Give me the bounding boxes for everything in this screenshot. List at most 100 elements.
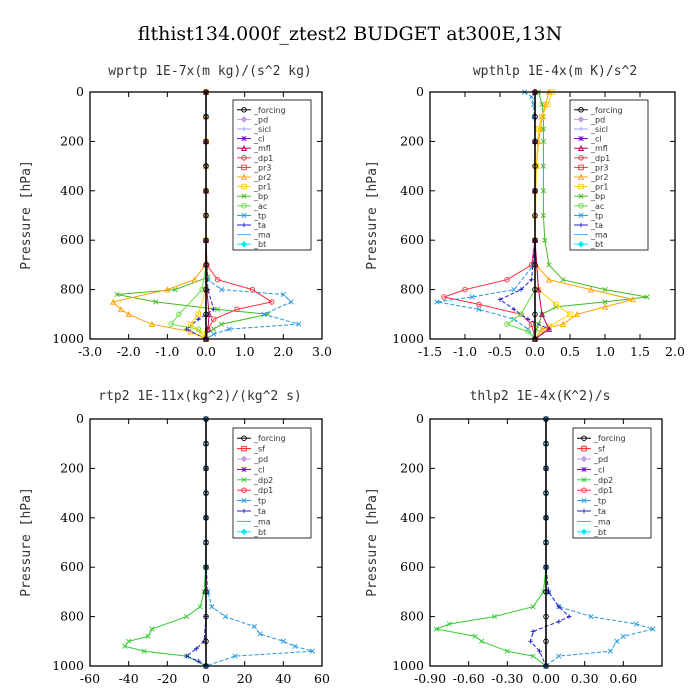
data-point bbox=[540, 212, 547, 219]
legend-entry: _bt bbox=[577, 528, 606, 537]
legend: _forcing _sf_pd_cl _dp2_dp1 _tp_ta_ma _bt bbox=[572, 427, 652, 539]
x-tick-label: 2.0 bbox=[665, 344, 685, 359]
legend-label: _ma bbox=[590, 231, 608, 240]
legend-entry: _forcing bbox=[237, 434, 286, 443]
legend-label: _cl bbox=[593, 465, 605, 474]
data-point bbox=[184, 326, 189, 332]
data-point bbox=[187, 328, 194, 335]
legend-entry: _dp1 bbox=[574, 154, 610, 163]
legend-entry: _ma bbox=[574, 231, 608, 240]
data-point bbox=[518, 287, 524, 292]
data-point bbox=[164, 286, 171, 293]
panel-3: rtp2 1E-11x(kg^2)/(kg^2 s) Pressure [hPa]… bbox=[19, 389, 330, 686]
legend-entry: _ta bbox=[237, 221, 266, 230]
data-point bbox=[525, 328, 531, 335]
legend-entry: _forcing bbox=[574, 106, 623, 115]
data-point bbox=[543, 589, 549, 595]
legend-marker bbox=[241, 497, 247, 504]
data-point bbox=[560, 277, 566, 283]
series-line bbox=[436, 91, 536, 340]
legend-marker bbox=[241, 477, 247, 483]
data-point bbox=[504, 648, 510, 654]
x-tick-label: 60 bbox=[314, 671, 330, 686]
data-point bbox=[203, 539, 209, 546]
series-line bbox=[442, 92, 536, 340]
x-tick-label: 1.0 bbox=[235, 344, 255, 359]
y-tick-label: 1000 bbox=[52, 331, 84, 346]
data-point bbox=[525, 316, 531, 322]
legend-entry: _cl bbox=[574, 135, 602, 144]
x-tick-label: -40 bbox=[119, 671, 139, 686]
data-point bbox=[211, 307, 217, 312]
legend-entry: _ta bbox=[237, 507, 266, 516]
data-point bbox=[203, 638, 209, 645]
panel-title: thlp2 1E-4x(K^2)/s bbox=[470, 389, 611, 404]
data-point bbox=[530, 653, 536, 659]
data-point bbox=[261, 311, 267, 317]
legend-label: _forcing bbox=[593, 434, 626, 443]
data-point bbox=[543, 564, 549, 570]
data-point bbox=[535, 126, 542, 132]
y-axis-label: Pressure [hPa] bbox=[19, 160, 34, 270]
data-point bbox=[280, 291, 286, 298]
data-point bbox=[214, 276, 221, 283]
data-point bbox=[145, 633, 151, 639]
legend-marker bbox=[241, 164, 247, 171]
x-tick-label: 40 bbox=[275, 671, 291, 686]
data-point bbox=[197, 604, 203, 610]
legend-marker bbox=[578, 212, 584, 219]
data-point bbox=[222, 613, 228, 620]
legend-marker bbox=[241, 508, 247, 514]
series-line bbox=[185, 419, 207, 667]
x-tick-label: 0.0 bbox=[196, 344, 216, 359]
data-point bbox=[168, 321, 174, 327]
data-point bbox=[472, 633, 478, 639]
x-tick-label: 0.5 bbox=[560, 344, 580, 359]
x-tick-label: -3.0 bbox=[78, 344, 102, 359]
data-point bbox=[210, 316, 217, 322]
data-point bbox=[211, 331, 217, 337]
legend-label: _tp bbox=[593, 497, 606, 506]
data-point bbox=[234, 306, 240, 313]
legend-label: _bt bbox=[253, 528, 266, 537]
legend-entry: _pr2 bbox=[574, 173, 608, 182]
data-point bbox=[532, 188, 538, 194]
data-point bbox=[556, 604, 562, 610]
legend-entry: _pr3 bbox=[574, 163, 608, 172]
legend-marker bbox=[241, 155, 247, 161]
legend-entry: _dp2 bbox=[237, 476, 273, 485]
panel-1: wprtp 1E-7x(m kg)/(s^2 kg) Pressure [hPa]… bbox=[19, 64, 332, 359]
legend-marker bbox=[241, 212, 247, 219]
data-point bbox=[532, 113, 538, 120]
legend-marker bbox=[581, 445, 587, 452]
legend-label: _cl bbox=[590, 135, 602, 144]
data-point bbox=[532, 311, 538, 318]
legend-label: _dp1 bbox=[590, 154, 610, 163]
legend-entry: _pd bbox=[237, 455, 268, 464]
legend-entry: _tp bbox=[237, 211, 266, 220]
legend-entry: _pd bbox=[574, 115, 605, 124]
legend-label: _tp bbox=[253, 497, 266, 506]
legend-label: _tp bbox=[253, 211, 266, 220]
data-point bbox=[149, 626, 155, 632]
series-line bbox=[545, 419, 655, 667]
legend-label: _bp bbox=[590, 192, 605, 201]
legend-label: _pr2 bbox=[253, 173, 271, 182]
y-tick-label: 0 bbox=[76, 411, 84, 426]
legend-marker bbox=[578, 126, 584, 132]
legend-label: _sf bbox=[593, 445, 605, 454]
legend-entry: _pr1 bbox=[574, 183, 608, 192]
y-axis-label: Pressure [hPa] bbox=[365, 160, 380, 270]
legend-entry: _bp bbox=[574, 192, 605, 201]
y-axis-label: Pressure [hPa] bbox=[365, 487, 380, 597]
legend-entry: _bt bbox=[574, 240, 603, 249]
data-point bbox=[650, 626, 656, 632]
x-tick-label: -1.5 bbox=[418, 344, 442, 359]
data-point bbox=[540, 188, 547, 194]
data-point bbox=[203, 515, 209, 521]
legend-entry: _ta bbox=[574, 221, 603, 230]
data-point bbox=[539, 113, 545, 120]
legend-marker bbox=[580, 528, 588, 536]
legend-entry: _ac bbox=[574, 202, 604, 211]
legend-entry: _ma bbox=[237, 231, 271, 240]
